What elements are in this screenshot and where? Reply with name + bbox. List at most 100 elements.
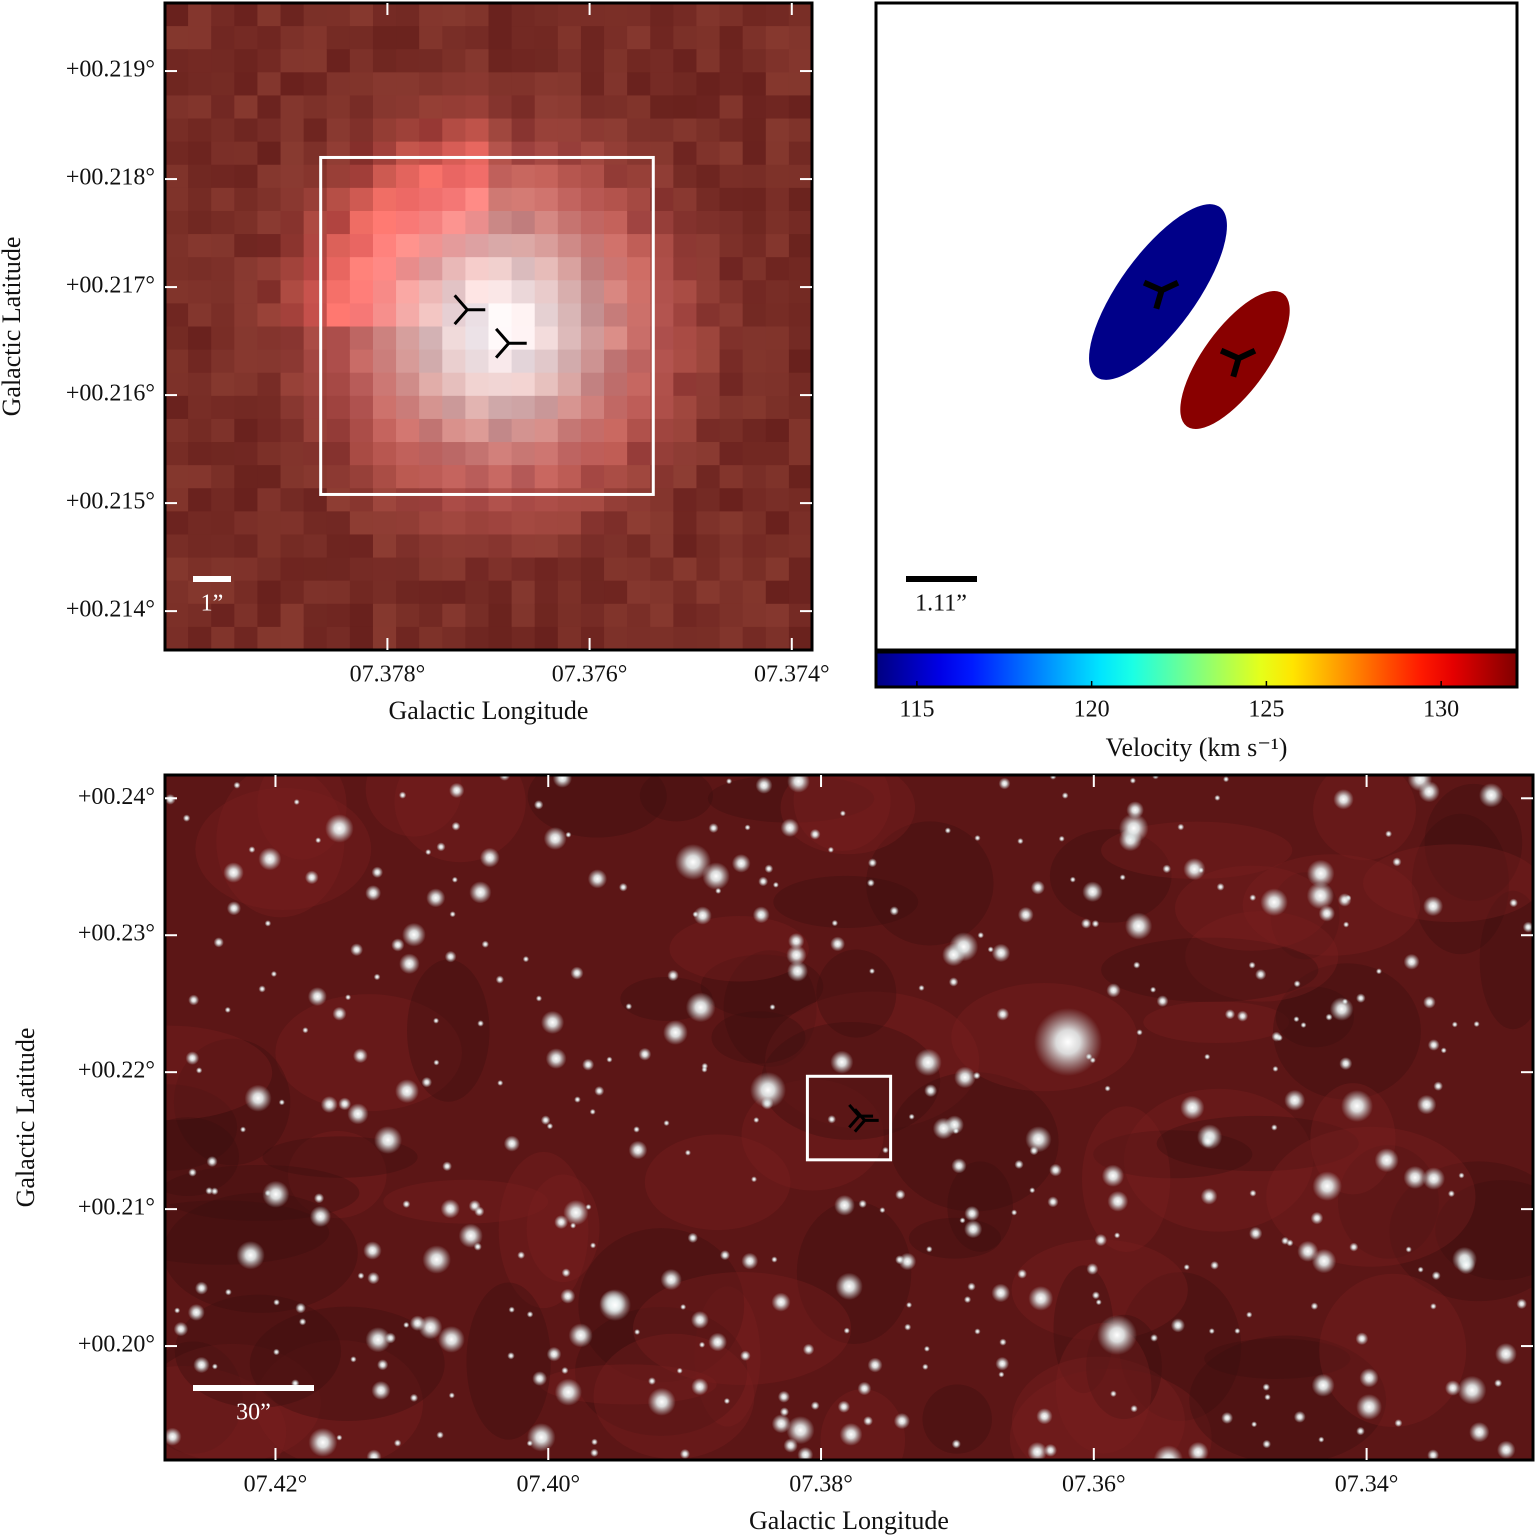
image-pixel bbox=[627, 72, 651, 97]
star bbox=[526, 1440, 533, 1447]
star bbox=[698, 1341, 706, 1348]
image-pixel bbox=[442, 626, 466, 650]
bright-star bbox=[1097, 1315, 1137, 1355]
image-pixel bbox=[742, 210, 767, 235]
star bbox=[1427, 1039, 1440, 1051]
image-pixel bbox=[673, 303, 698, 328]
star bbox=[554, 1378, 582, 1406]
star bbox=[1339, 1057, 1353, 1071]
star bbox=[1248, 961, 1256, 969]
image-pixel bbox=[303, 303, 328, 328]
image-pixel bbox=[303, 603, 328, 628]
colorbar-tick-label: 115 bbox=[899, 697, 934, 723]
star bbox=[526, 1311, 534, 1318]
star bbox=[425, 849, 432, 856]
source-marker bbox=[453, 294, 486, 326]
image-pixel bbox=[742, 141, 767, 166]
star bbox=[590, 1448, 599, 1457]
image-pixel bbox=[788, 257, 812, 281]
star bbox=[298, 1318, 307, 1326]
image-pixel bbox=[234, 72, 259, 97]
image-pixel bbox=[627, 418, 651, 443]
image-pixel bbox=[719, 257, 744, 281]
star bbox=[1011, 1209, 1018, 1216]
image-pixel bbox=[188, 49, 212, 73]
image-pixel bbox=[650, 488, 674, 512]
image-pixel bbox=[557, 187, 582, 212]
image-pixel bbox=[188, 395, 212, 420]
star bbox=[546, 1122, 554, 1130]
image-pixel bbox=[280, 210, 305, 235]
image-pixel bbox=[650, 303, 674, 328]
image-pixel bbox=[234, 418, 259, 443]
image-pixel bbox=[580, 372, 605, 397]
star bbox=[926, 1245, 933, 1253]
image-pixel bbox=[719, 118, 744, 143]
image-pixel bbox=[650, 557, 674, 582]
nebula-patch bbox=[173, 1038, 291, 1166]
image-pixel bbox=[534, 442, 559, 466]
star bbox=[1043, 1443, 1058, 1457]
image-pixel bbox=[326, 234, 351, 258]
image-pixel bbox=[257, 395, 282, 420]
scale-bar-label: 1” bbox=[201, 591, 224, 617]
image-pixel bbox=[419, 395, 443, 420]
image-pixel bbox=[488, 3, 513, 27]
image-pixel bbox=[419, 234, 443, 258]
image-pixel bbox=[234, 465, 259, 489]
star bbox=[248, 846, 256, 853]
image-pixel bbox=[326, 141, 351, 166]
star bbox=[809, 828, 821, 840]
image-pixel bbox=[650, 95, 674, 120]
image-pixel bbox=[257, 95, 282, 120]
image-pixel bbox=[719, 95, 744, 120]
x-axis-label: Galactic Longitude bbox=[749, 1506, 949, 1535]
star bbox=[345, 994, 352, 1001]
star bbox=[1341, 998, 1349, 1005]
image-pixel bbox=[765, 210, 790, 235]
star bbox=[477, 1020, 484, 1027]
image-pixel bbox=[303, 372, 328, 397]
image-pixel bbox=[742, 465, 767, 489]
image-pixel bbox=[580, 395, 605, 420]
image-pixel bbox=[188, 626, 212, 650]
image-pixel bbox=[627, 488, 651, 512]
image-pixel bbox=[557, 349, 582, 374]
nebula-patch bbox=[527, 775, 667, 838]
image-pixel bbox=[419, 349, 443, 374]
image-pixel bbox=[580, 164, 605, 189]
image-pixel bbox=[188, 280, 212, 304]
image-pixel bbox=[580, 234, 605, 258]
image-pixel bbox=[442, 580, 466, 605]
star bbox=[866, 879, 875, 887]
y-tick-label: +00.219° bbox=[66, 57, 155, 83]
star bbox=[1136, 1029, 1143, 1036]
image-pixel bbox=[349, 465, 374, 489]
image-pixel bbox=[211, 395, 235, 420]
image-pixel bbox=[696, 442, 721, 466]
image-pixel bbox=[765, 164, 790, 189]
image-pixel bbox=[465, 603, 490, 628]
image-pixel bbox=[627, 280, 651, 304]
source-marker bbox=[1142, 279, 1180, 310]
panel-background bbox=[874, 1, 1519, 652]
star bbox=[1300, 1022, 1307, 1029]
scale-bar-label: 30” bbox=[236, 1400, 271, 1426]
image-pixel bbox=[627, 442, 651, 466]
image-pixel bbox=[280, 418, 305, 443]
image-pixel bbox=[604, 210, 628, 235]
image-pixel bbox=[650, 349, 674, 374]
image-pixel bbox=[534, 372, 559, 397]
star bbox=[371, 1380, 391, 1400]
star bbox=[436, 1431, 444, 1439]
star bbox=[991, 1283, 1011, 1303]
image-pixel bbox=[580, 303, 605, 328]
image-pixel bbox=[234, 442, 259, 466]
nebula-patch bbox=[1389, 1161, 1533, 1302]
image-pixel bbox=[303, 234, 328, 258]
image-pixel bbox=[165, 372, 189, 397]
image-pixel bbox=[742, 164, 767, 189]
image-pixel bbox=[280, 187, 305, 212]
star bbox=[377, 1359, 389, 1371]
star bbox=[570, 966, 584, 980]
